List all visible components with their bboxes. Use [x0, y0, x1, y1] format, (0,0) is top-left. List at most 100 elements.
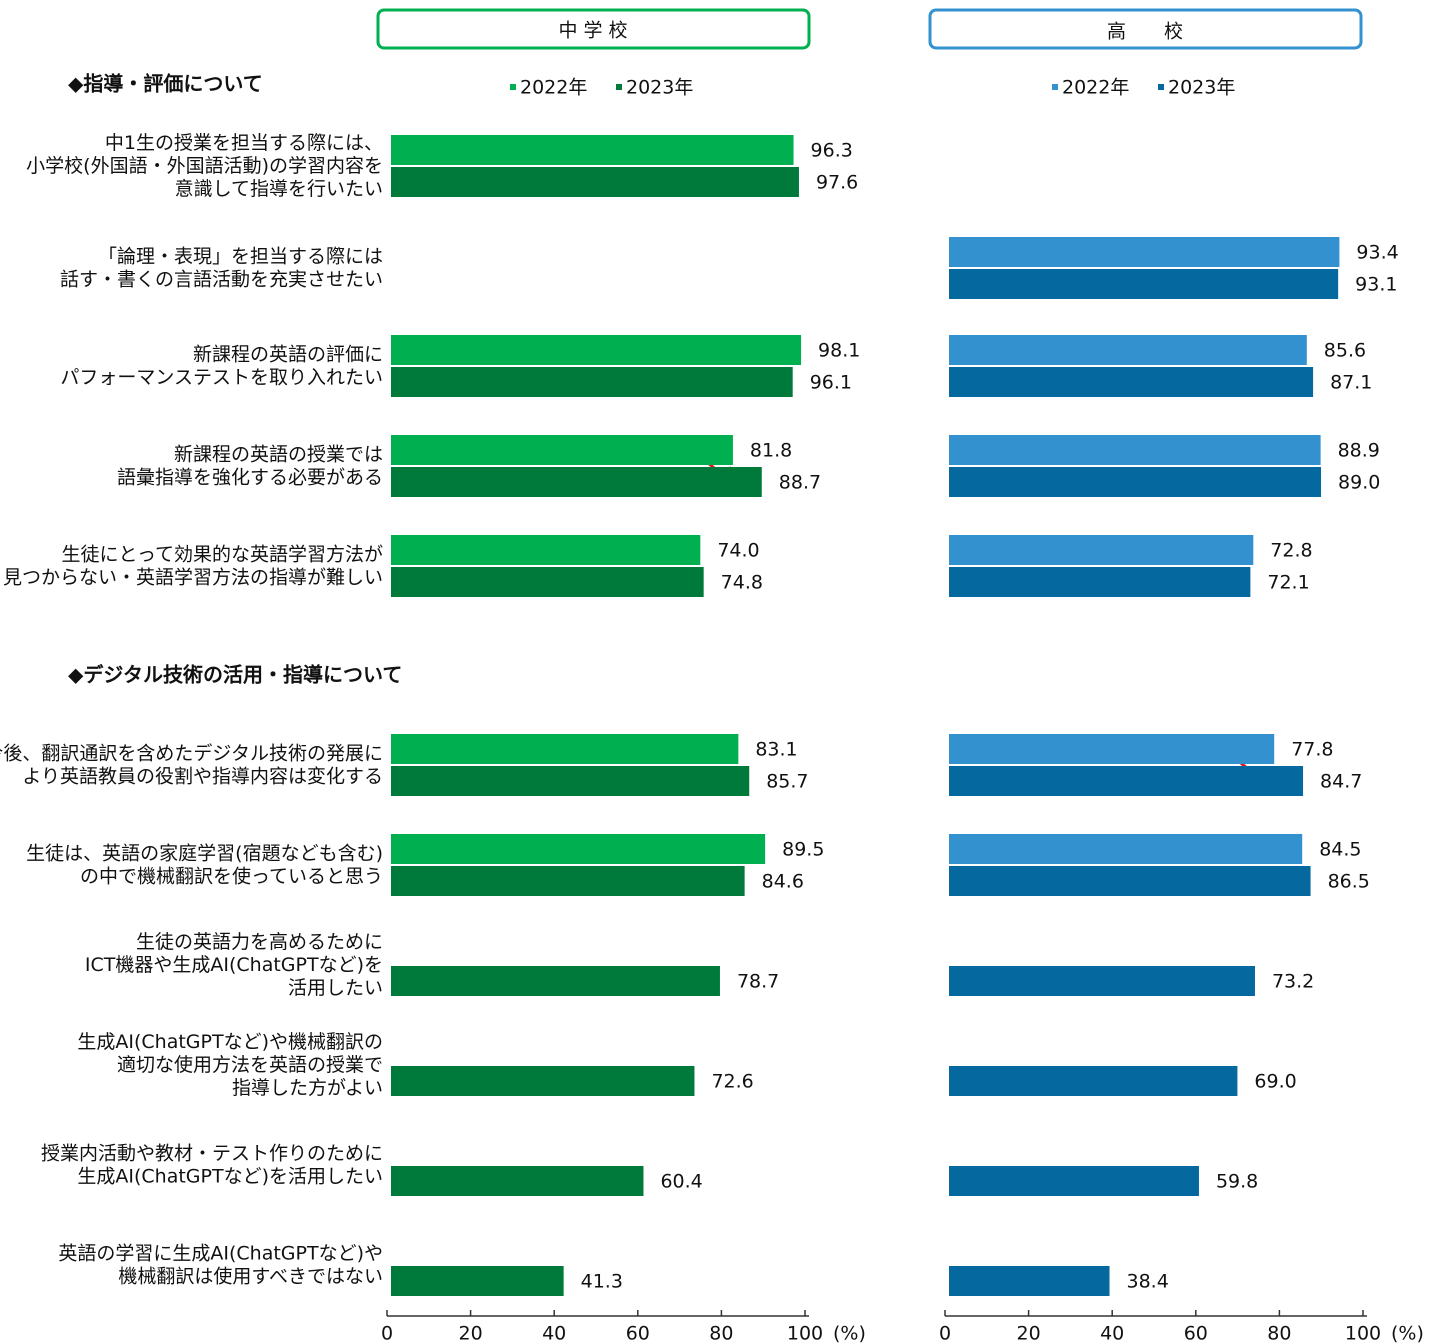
- x-tick-label: 80: [1267, 1323, 1291, 1344]
- value-label: 86.5: [1328, 871, 1370, 893]
- title-box: [376, 8, 811, 50]
- bar: [391, 966, 720, 996]
- title-box: [928, 8, 1363, 50]
- legend-marker: [1158, 84, 1164, 90]
- x-tick-label: 100: [787, 1323, 823, 1344]
- bar: [949, 966, 1255, 996]
- value-label: 96.1: [810, 372, 852, 394]
- bar: [949, 367, 1314, 397]
- bar: [391, 734, 739, 764]
- category-label: 今後、翻訳通訳を含めたデジタル技術の発展により英語教員の役割や指導内容は変化する: [0, 742, 383, 787]
- value-label: 83.1: [755, 739, 797, 761]
- x-tick-label: 80: [709, 1323, 733, 1344]
- value-label: 88.9: [1338, 440, 1380, 462]
- x-axis-label: (%): [833, 1323, 866, 1344]
- legend-label: 2022年: [520, 77, 587, 99]
- section-heading: ◆デジタル技術の活用・指導について: [68, 663, 402, 687]
- category-label: 生徒にとって効果的な英語学習方法が見つからない・英語学習方法の指導が難しい: [3, 543, 383, 588]
- value-label: 69.0: [1254, 1071, 1296, 1093]
- value-label: 78.7: [737, 971, 779, 993]
- category-label: 新課程の英語の評価にパフォーマンステストを取り入れたい: [60, 343, 383, 388]
- category-label: 生成AI(ChatGPTなど)や機械翻訳の適切な使用方法を英語の授業で指導した方…: [77, 1031, 383, 1099]
- value-label: 60.4: [660, 1171, 702, 1193]
- x-tick-label: 0: [381, 1323, 393, 1344]
- legend-label: 2023年: [1168, 77, 1235, 99]
- value-label: 74.0: [717, 540, 759, 562]
- bar: [391, 567, 704, 597]
- bar: [949, 1066, 1238, 1096]
- bar: [949, 866, 1311, 896]
- bar: [949, 435, 1321, 465]
- bar: [949, 1166, 1199, 1196]
- bar: [391, 435, 733, 465]
- section-heading: ◆指導・評価について: [68, 72, 263, 96]
- bar: [391, 766, 750, 796]
- category-label: 生徒の英語力を高めるために ICT機器や生成AI(ChatGPTなど)を活用したい: [85, 931, 383, 999]
- x-tick-label: 60: [1184, 1323, 1208, 1344]
- x-tick-label: 0: [939, 1323, 951, 1344]
- bar: [949, 335, 1307, 365]
- value-label: 93.1: [1355, 274, 1397, 296]
- value-label: 84.7: [1320, 771, 1362, 793]
- bar: [391, 135, 794, 165]
- legend-label: 2022年: [1062, 77, 1129, 99]
- panel-title: 高 校: [1107, 21, 1183, 43]
- bar: [949, 834, 1303, 864]
- x-tick-label: 40: [1100, 1323, 1124, 1344]
- value-label: 85.6: [1324, 340, 1366, 362]
- bar: [391, 1266, 564, 1296]
- bar: [949, 567, 1251, 597]
- bar: [949, 535, 1254, 565]
- x-tick-label: 100: [1345, 1323, 1381, 1344]
- value-label: 87.1: [1330, 372, 1372, 394]
- value-label: 72.6: [711, 1071, 753, 1093]
- value-label: 84.6: [762, 871, 804, 893]
- value-label: 38.4: [1127, 1271, 1169, 1293]
- legend-marker: [510, 84, 516, 90]
- x-tick-label: 40: [542, 1323, 566, 1344]
- category-label: 中1生の授業を担当する際には、小学校(外国語・外国語活動)の学習内容を意識して指…: [26, 132, 383, 200]
- x-tick-label: 20: [1017, 1323, 1041, 1344]
- bar: [949, 467, 1322, 497]
- x-axis-label: (%): [1391, 1323, 1424, 1344]
- x-tick-label: 60: [626, 1323, 650, 1344]
- bar: [391, 467, 762, 497]
- bar: [949, 1266, 1110, 1296]
- value-label: 85.7: [766, 771, 808, 793]
- bar: [949, 734, 1275, 764]
- value-label: 74.8: [721, 572, 763, 594]
- value-label: 84.5: [1319, 839, 1361, 861]
- bar: [949, 237, 1340, 267]
- bar: [949, 269, 1339, 299]
- bar: [391, 167, 799, 197]
- bar: [391, 367, 793, 397]
- bar: [391, 866, 745, 896]
- legend-label: 2023年: [626, 77, 693, 99]
- bar: [949, 766, 1304, 796]
- category-label: 「論理・表現」を担当する際には話す・書くの言語活動を充実させたい: [60, 245, 383, 290]
- x-tick-label: 20: [459, 1323, 483, 1344]
- value-label: 89.0: [1338, 472, 1380, 494]
- value-label: 98.1: [818, 340, 860, 362]
- category-label: 授業内活動や教材・テスト作りのために生成AI(ChatGPTなど)を活用したい: [41, 1142, 383, 1187]
- panel-title: 中 学 校: [558, 20, 627, 42]
- category-label: 新課程の英語の授業では語彙指導を強化する必要がある: [117, 443, 383, 488]
- value-label: 41.3: [581, 1271, 623, 1293]
- category-label: 生徒は、英語の家庭学習(宿題なども含む)の中で機械翻訳を使っていると思う: [26, 842, 383, 887]
- category-label: 英語の学習に生成AI(ChatGPTなど)や機械翻訳は使用すべきではない: [58, 1242, 383, 1287]
- value-label: 97.6: [816, 172, 858, 194]
- value-label: 77.8: [1291, 739, 1333, 761]
- value-label: 88.7: [779, 472, 821, 494]
- value-label: 89.5: [782, 839, 824, 861]
- value-label: 81.8: [750, 440, 792, 462]
- bar: [391, 535, 701, 565]
- value-label: 96.3: [811, 140, 853, 162]
- bar: [391, 1166, 644, 1196]
- value-label: 73.2: [1272, 971, 1314, 993]
- value-label: 59.8: [1216, 1171, 1258, 1193]
- legend-marker: [1052, 84, 1058, 90]
- bar: [391, 1066, 695, 1096]
- bar: [391, 335, 802, 365]
- bar: [391, 834, 766, 864]
